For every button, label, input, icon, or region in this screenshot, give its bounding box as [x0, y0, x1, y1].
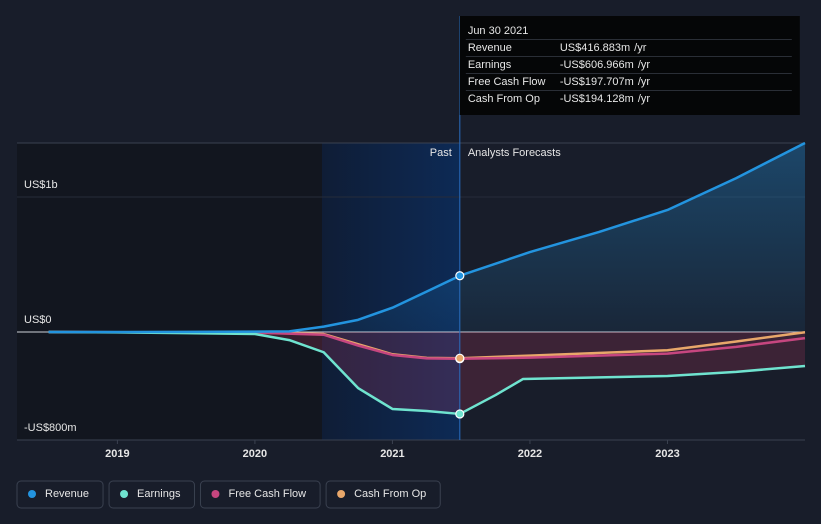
tooltip-name: Free Cash Flow [468, 76, 546, 88]
series-line [48, 141, 806, 334]
legend-button [108, 480, 195, 509]
forecast-label: Analysts Forecasts [468, 147, 561, 159]
legend-button [325, 480, 441, 509]
legend-label: Cash From Op [354, 488, 426, 500]
tooltip: Jun 30 2021 Revenue US$416.883m/yr Earnings… [459, 16, 800, 115]
hover-dot [455, 353, 465, 363]
legend-button [199, 480, 321, 509]
tooltip-value: -US$197.707m [560, 76, 634, 88]
past-label: Past [430, 147, 452, 159]
legend-button [16, 480, 104, 509]
x-tick-label: 2020 [243, 448, 267, 460]
legend-item[interactable]: Earnings [108, 480, 195, 509]
tooltip-name: Revenue [468, 42, 512, 54]
x-tick-label: 2021 [380, 448, 404, 460]
legend-dot [211, 490, 220, 498]
legend-label: Free Cash Flow [228, 488, 306, 500]
tooltip-unit: /yr [634, 42, 647, 54]
tooltip-date: Jun 30 2021 [468, 25, 529, 37]
hover-dot [455, 409, 465, 419]
y-tick-label: -US$800m [24, 422, 77, 434]
area [48, 143, 806, 332]
x-tick-label: 2023 [655, 448, 679, 460]
legend-dot [120, 490, 129, 498]
hover-dot [455, 271, 465, 281]
tooltip-name: Cash From Op [468, 93, 540, 105]
legend-item[interactable]: Cash From Op [325, 480, 441, 509]
series-line [48, 330, 806, 416]
y-tick-label: US$0 [24, 314, 52, 326]
x-tick-label: 2022 [518, 448, 542, 460]
x-tick-label: 2019 [105, 448, 129, 460]
legend-label: Earnings [137, 488, 181, 500]
tooltip-name: Earnings [468, 59, 512, 71]
tooltip-unit: /yr [638, 76, 651, 88]
legend-item[interactable]: Free Cash Flow [199, 480, 321, 509]
tooltip-box [459, 16, 800, 115]
legend-dot [28, 490, 36, 498]
tooltip-unit: /yr [638, 93, 651, 105]
history-region [17, 143, 322, 440]
legend-label: Revenue [45, 488, 89, 500]
y-tick-label: US$1b [24, 179, 58, 191]
legend-item[interactable]: Revenue [16, 480, 104, 509]
tooltip-value: -US$606.966m [560, 59, 634, 71]
tooltip-value: US$416.883m [560, 42, 630, 54]
tooltip-value: -US$194.128m [560, 93, 634, 105]
tooltip-unit: /yr [638, 59, 651, 71]
legend-dot [337, 490, 346, 498]
